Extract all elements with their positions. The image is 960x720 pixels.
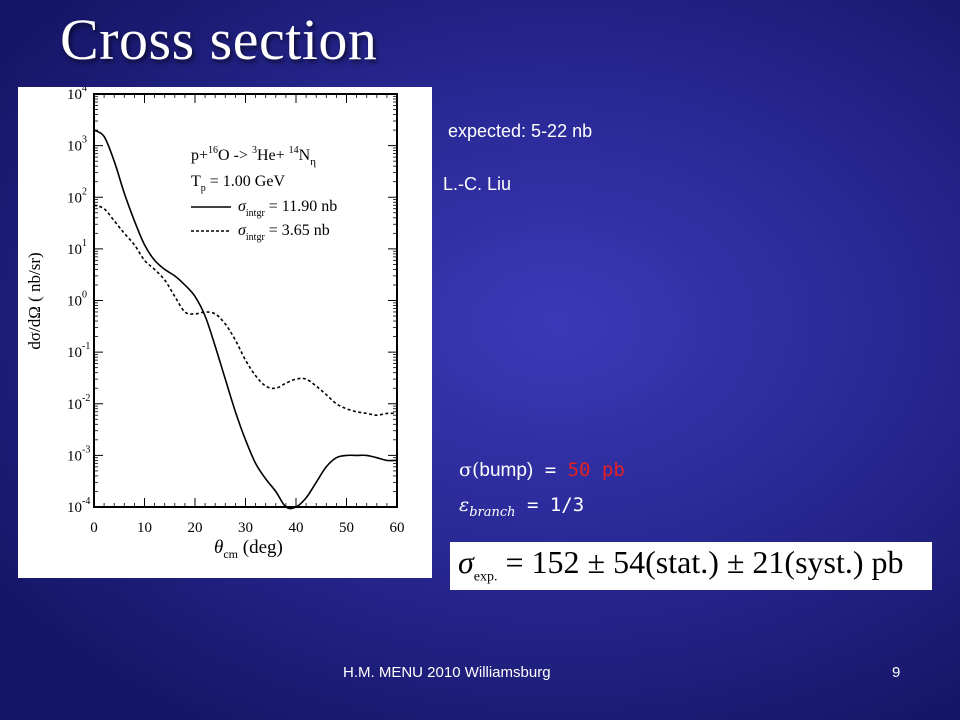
branch-value: = 1/3: [515, 494, 585, 516]
result-formula: σexp. = 152 ± 54(stat.) ± 21(syst.) pb: [458, 544, 904, 585]
footer-conference: H.M. MENU 2010 Williamsburg: [343, 664, 551, 681]
slide-title: Cross section: [60, 7, 378, 72]
y-tick-label: 10-2: [67, 393, 90, 413]
result-body: = 152 ± 54(stat.) ± 21(syst.) pb: [497, 544, 904, 580]
y-tick-label: 102: [67, 186, 87, 206]
y-axis-label: dσ/dΩ ( nb/sr): [25, 252, 44, 349]
x-tick-label: 60: [390, 520, 405, 536]
x-tick-label: 10: [137, 520, 152, 536]
x-axis-label: θcm (deg): [214, 537, 283, 561]
plot-svg: 10-4 10-3 10-2 10-1 100 101 102 103 104 0 10 20 30 4…: [25, 87, 405, 561]
plot-ticks: [93, 93, 398, 508]
bump-value: 50 pb: [567, 459, 625, 481]
expected-range-text: expected: 5-22 nb: [448, 121, 593, 141]
y-tick-label: 101: [67, 238, 87, 258]
result-sigma: σ: [458, 544, 474, 580]
series-line-solid: [93, 129, 398, 510]
y-tick-label: 104: [67, 87, 87, 103]
legend-dashed-label: σintgr = 3.65 nb: [238, 222, 330, 243]
x-tick-label: 0: [90, 520, 98, 536]
beam-energy-label: Tp = 1.00 GeV: [191, 173, 285, 194]
footer-page-number: 9: [892, 664, 901, 681]
series-lines: [93, 129, 398, 510]
y-tick-labels: 10-4 10-3 10-2 10-1 100 101 102 103 104: [67, 87, 90, 516]
sigma-equals: =: [533, 459, 568, 481]
y-tick-label: 10-4: [67, 496, 90, 516]
y-tick-label: 10-1: [67, 341, 90, 361]
x-tick-label: 50: [339, 520, 354, 536]
y-tick-label: 10-3: [67, 444, 90, 464]
x-tick-label: 40: [289, 520, 304, 536]
author-text: L.-C. Liu: [443, 174, 512, 194]
branch-subscript: branch: [469, 504, 516, 520]
x-tick-label: 20: [188, 520, 203, 536]
reaction-label: p+16O -> 3He+ 14Nη: [191, 145, 316, 168]
bump-cross-section-line: σ(bump) = 50 pb: [459, 459, 625, 482]
result-formula-box: σexp. = 152 ± 54(stat.) ± 21(syst.) pb: [450, 542, 932, 590]
sigma-symbol: σ(: [459, 459, 480, 481]
x-tick-label: 30: [238, 520, 253, 536]
epsilon-symbol: ε: [459, 494, 470, 516]
branching-ratio-line: εbranch = 1/3: [459, 494, 584, 520]
bump-label: bump): [479, 460, 534, 481]
y-tick-label: 103: [67, 135, 87, 155]
cross-section-plot: 10-4 10-3 10-2 10-1 100 101 102 103 104 0 10 20 30 4…: [18, 87, 432, 578]
x-tick-labels: 0 10 20 30 40 50 60: [90, 520, 404, 536]
result-subscript: exp.: [473, 569, 498, 585]
legend-solid-label: σintgr = 11.90 nb: [238, 198, 337, 219]
y-tick-label: 100: [67, 290, 87, 310]
